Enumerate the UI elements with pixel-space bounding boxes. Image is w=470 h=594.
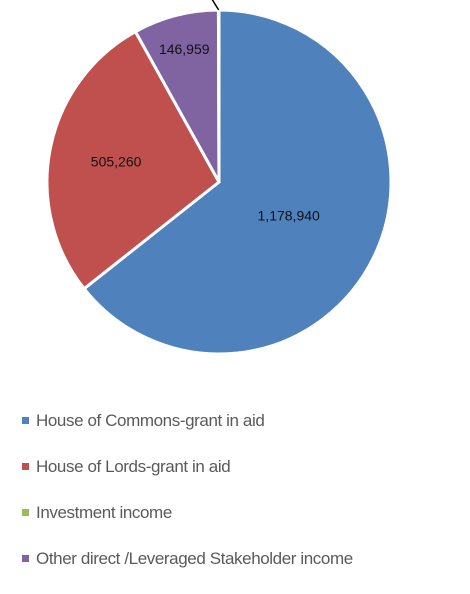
legend-item-house-of-lords: House of Lords-grant in aid bbox=[22, 456, 353, 477]
data-label-146-959: 146,959 bbox=[159, 41, 210, 57]
chart-legend: House of Commons-grant in aid House of L… bbox=[22, 410, 353, 594]
legend-swatch-investment-income bbox=[22, 509, 29, 516]
pie-slice-house-of-lords-grant-in-aid bbox=[45, 29, 221, 291]
legend-label-house-of-lords: House of Lords-grant in aid bbox=[36, 456, 231, 476]
legend-item-other-income: Other direct /Leveraged Stakeholder inco… bbox=[22, 548, 353, 569]
legend-swatch-house-of-lords bbox=[22, 463, 29, 470]
leader-line-956 bbox=[211, 0, 220, 11]
legend-item-house-of-commons: House of Commons-grant in aid bbox=[22, 410, 353, 431]
data-label-956: 956 bbox=[168, 0, 192, 2]
pie-slice-house-of-commons-grant-in-aid bbox=[81, 8, 393, 356]
data-label-1-178-940: 1,178,940 bbox=[258, 208, 320, 224]
legend-label-other-income: Other direct /Leveraged Stakeholder inco… bbox=[36, 548, 353, 568]
legend-swatch-house-of-commons bbox=[22, 417, 29, 424]
pie-slice-956 bbox=[216, 8, 221, 183]
legend-label-house-of-commons: House of Commons-grant in aid bbox=[36, 410, 265, 430]
legend-item-investment-income: Investment income bbox=[22, 502, 353, 523]
data-label-505-260: 505,260 bbox=[91, 153, 142, 169]
pie-chart: 1,178,940 505,260 146,959 956 House of Comm… bbox=[22, 0, 393, 568]
legend-label-investment-income: Investment income bbox=[36, 502, 172, 522]
pie-plot-area: 1,178,940 505,260 146,959 956 bbox=[45, 0, 393, 356]
legend-swatch-other-income bbox=[22, 555, 29, 562]
